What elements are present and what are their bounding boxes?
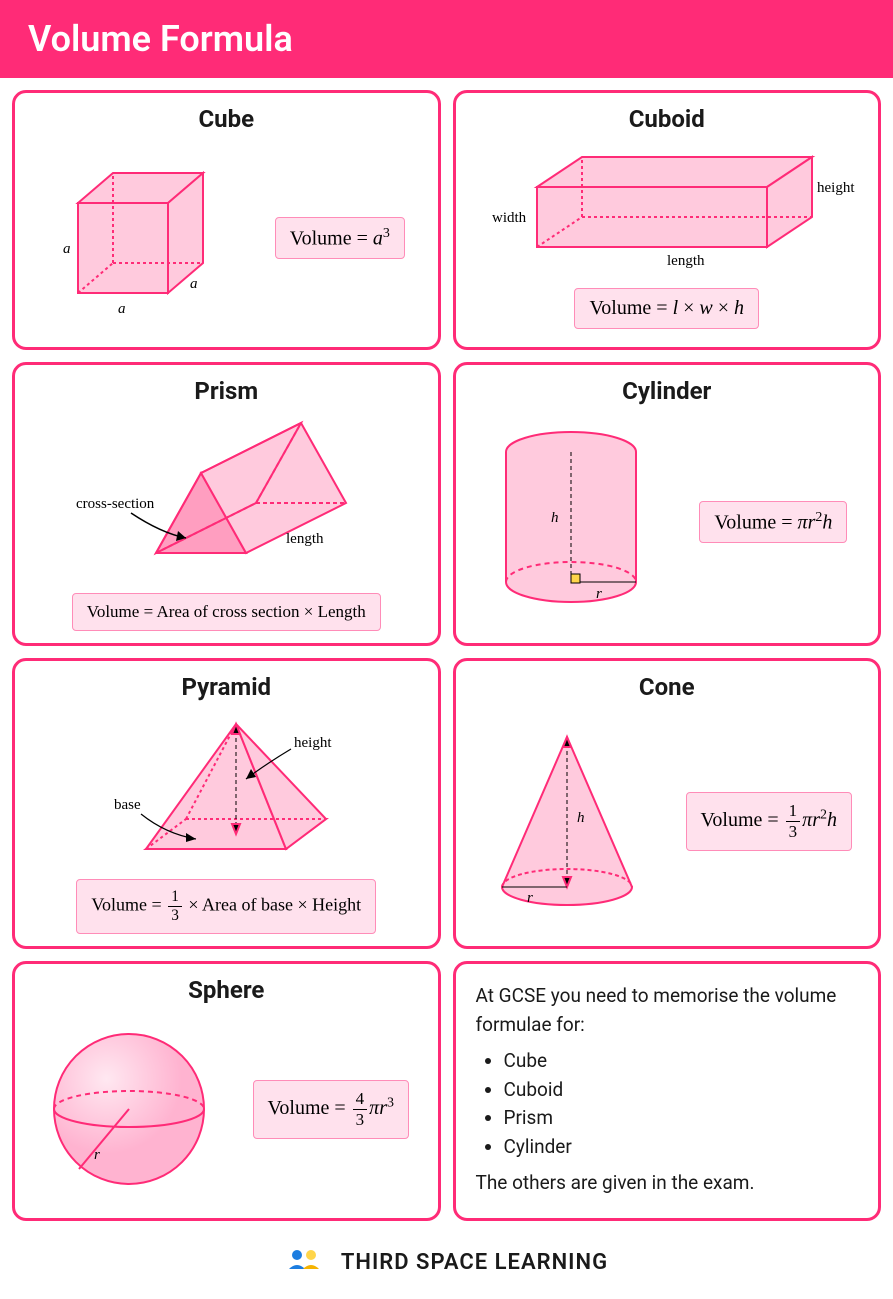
cuboid-formula: Volume = l × w × h	[574, 288, 759, 329]
pyramid-diagram: height base	[86, 709, 366, 869]
svg-text:r: r	[527, 890, 533, 906]
card-title: Pyramid	[29, 673, 424, 701]
footer-brand: THIRD SPACE LEARNING	[341, 1250, 608, 1275]
svg-text:base: base	[114, 797, 141, 813]
card-pyramid: Pyramid height base	[12, 658, 441, 949]
footer: THIRD SPACE LEARNING	[0, 1233, 893, 1299]
svg-text:height: height	[817, 180, 855, 196]
info-item: Prism	[504, 1104, 859, 1133]
cone-formula: Volume = 13πr2h	[686, 792, 852, 851]
sphere-formula: Volume = 43πr3	[253, 1080, 409, 1139]
logo-icon	[285, 1247, 325, 1279]
card-title: Cube	[29, 105, 424, 133]
svg-text:a: a	[63, 241, 71, 257]
card-cylinder: Cylinder h r Volume = πr2h	[453, 362, 882, 646]
card-title: Cone	[470, 673, 865, 701]
svg-text:cross-section: cross-section	[76, 496, 155, 512]
card-title: Prism	[29, 377, 424, 405]
cube-formula: Volume = a3	[275, 217, 405, 260]
svg-text:length: length	[286, 531, 324, 547]
info-card: At GCSE you need to memorise the volume …	[453, 961, 882, 1221]
page-title: Volume Formula	[28, 18, 293, 60]
info-intro: At GCSE you need to memorise the volume …	[476, 982, 859, 1039]
sphere-diagram: r	[44, 1019, 214, 1199]
card-prism: Prism cross-section length Volume = Area…	[12, 362, 441, 646]
info-list: Cube Cuboid Prism Cylinder	[504, 1047, 859, 1161]
svg-text:h: h	[577, 810, 585, 826]
cube-diagram: a a a	[48, 153, 228, 323]
card-cone: Cone h r Volume = 13πr2h	[453, 658, 882, 949]
pyramid-formula: Volume = 13 × Area of base × Height	[76, 879, 376, 934]
info-item: Cuboid	[504, 1076, 859, 1105]
svg-text:length: length	[667, 253, 705, 269]
cone-diagram: h r	[482, 722, 652, 922]
card-title: Cuboid	[470, 105, 865, 133]
prism-formula: Volume = Area of cross section × Length	[72, 593, 381, 631]
info-item: Cylinder	[504, 1133, 859, 1162]
svg-text:r: r	[596, 586, 602, 602]
info-outro: The others are given in the exam.	[476, 1169, 859, 1198]
card-cuboid: Cuboid width length height Volume = l × …	[453, 90, 882, 350]
svg-text:width: width	[492, 210, 527, 226]
svg-text:a: a	[190, 276, 198, 292]
cylinder-formula: Volume = πr2h	[699, 501, 847, 544]
cards-grid: Cube a a a Volume = a3 Cuboid	[0, 78, 893, 1233]
prism-diagram: cross-section length	[76, 413, 376, 583]
card-title: Cylinder	[470, 377, 865, 405]
svg-text:h: h	[551, 510, 559, 526]
card-cube: Cube a a a Volume = a3	[12, 90, 441, 350]
svg-text:r: r	[94, 1147, 100, 1163]
info-item: Cube	[504, 1047, 859, 1076]
svg-text:a: a	[118, 301, 126, 317]
page-header: Volume Formula	[0, 0, 893, 78]
cylinder-diagram: h r	[486, 422, 656, 622]
card-title: Sphere	[29, 976, 424, 1004]
card-sphere: Sphere r Volume = 43πr3	[12, 961, 441, 1221]
svg-text:height: height	[294, 735, 332, 751]
cuboid-diagram: width length height	[487, 147, 847, 267]
